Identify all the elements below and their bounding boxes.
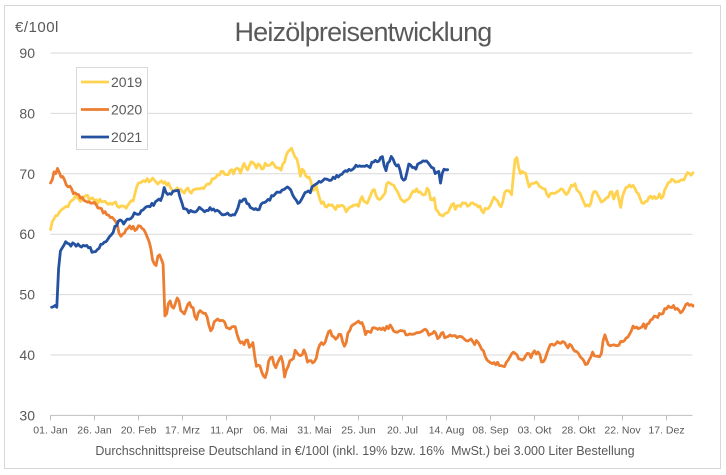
svg-text:20. Jul: 20. Jul (387, 425, 418, 437)
svg-text:06. Mai: 06. Mai (253, 425, 287, 437)
svg-text:80: 80 (19, 105, 35, 121)
svg-text:31. Mai: 31. Mai (297, 425, 331, 437)
svg-text:60: 60 (19, 226, 35, 242)
svg-text:2019: 2019 (111, 74, 142, 90)
svg-text:50: 50 (19, 287, 35, 303)
svg-text:08. Sep: 08. Sep (472, 425, 508, 437)
svg-text:2021: 2021 (111, 129, 142, 145)
svg-text:11. Apr: 11. Apr (210, 425, 243, 437)
svg-text:03. Okt: 03. Okt (518, 425, 552, 437)
svg-text:€/100l: €/100l (15, 19, 59, 36)
svg-text:2020: 2020 (111, 102, 142, 118)
svg-text:Heizölpreisentwicklung: Heizölpreisentwicklung (234, 17, 491, 47)
svg-text:14. Aug: 14. Aug (429, 425, 465, 437)
svg-text:70: 70 (19, 166, 35, 182)
svg-text:22. Nov: 22. Nov (604, 425, 641, 437)
svg-text:17. Dez: 17. Dez (648, 425, 684, 437)
svg-text:17. Mrz: 17. Mrz (165, 425, 200, 437)
svg-text:28. Okt: 28. Okt (562, 425, 596, 437)
svg-text:25. Jun: 25. Jun (341, 425, 376, 437)
svg-text:90: 90 (19, 45, 35, 61)
svg-text:26. Jan: 26. Jan (77, 425, 112, 437)
svg-text:01. Jan: 01. Jan (33, 425, 68, 437)
svg-text:30: 30 (19, 407, 35, 423)
svg-text:40: 40 (19, 347, 35, 363)
svg-text:20. Feb: 20. Feb (121, 425, 157, 437)
svg-text:Durchschnittspreise Deutschlan: Durchschnittspreise Deutschland in €/100… (95, 444, 634, 458)
